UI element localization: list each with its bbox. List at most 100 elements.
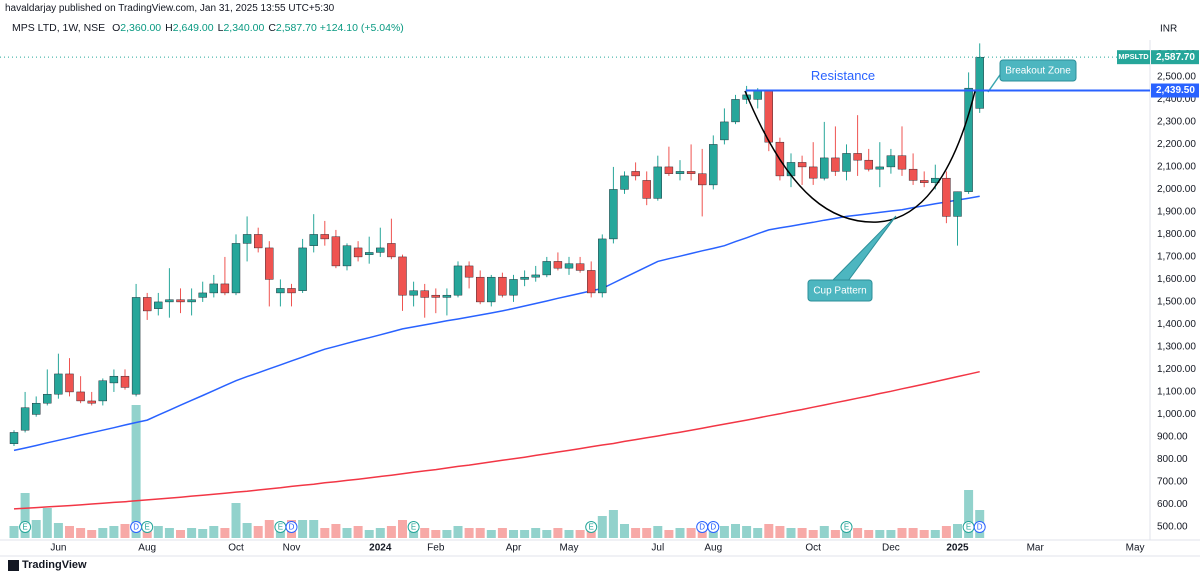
- y-tick-label: 2,000.00: [1157, 184, 1196, 195]
- event-marker: [130, 521, 143, 533]
- volume-bar: [164, 528, 174, 538]
- callout-box: [999, 59, 1077, 82]
- y-tick-label: 2,100.00: [1157, 162, 1196, 173]
- candle-body: [376, 247, 385, 253]
- candle-body: [331, 236, 341, 267]
- change: +124.10 (+5.04%): [319, 22, 404, 34]
- candle-body: [842, 153, 851, 172]
- candle-body: [809, 166, 818, 179]
- symbol: MPS LTD, 1W, NSE: [12, 22, 106, 34]
- x-tick-label: Aug: [704, 543, 722, 554]
- volume-bar: [153, 526, 163, 538]
- x-tick-label: Jun: [50, 543, 66, 554]
- candle-body: [387, 243, 396, 258]
- x-tick-label: Feb: [427, 543, 445, 554]
- event-marker: [962, 521, 975, 533]
- event-label: E: [278, 523, 283, 532]
- volume-bar: [753, 528, 763, 538]
- candle-body: [32, 402, 41, 415]
- symbol-badge: MPSLTD: [1118, 52, 1149, 61]
- candle-body: [209, 283, 219, 294]
- y-tick-label: 900.00: [1157, 432, 1188, 443]
- volume-bar: [20, 493, 30, 538]
- candle-body: [309, 234, 318, 246]
- volume-bar: [409, 528, 419, 538]
- y-tick-label: 2,400.00: [1157, 94, 1196, 105]
- candle-body: [342, 245, 352, 267]
- volume-bar: [176, 530, 185, 538]
- volume-bar: [564, 530, 574, 538]
- event-marker: [274, 521, 287, 533]
- volume-bar: [575, 530, 585, 538]
- volume-bar: [686, 528, 696, 538]
- volume-bar: [586, 528, 596, 538]
- candle-body: [964, 87, 973, 192]
- event-marker: [19, 521, 32, 533]
- volume-bar: [120, 524, 130, 538]
- candle-body: [942, 177, 951, 217]
- candle-body: [431, 294, 440, 298]
- y-tick-label: 2,600.00: [1157, 49, 1196, 60]
- volume-bar: [808, 530, 818, 538]
- candle-body: [786, 162, 796, 177]
- volume-bar: [187, 528, 197, 538]
- candle-body: [498, 276, 507, 296]
- event-label: D: [710, 523, 716, 532]
- event-label: E: [22, 523, 27, 532]
- x-tick-label: Oct: [805, 543, 821, 554]
- cup-curve: [744, 90, 976, 223]
- volume-bar: [919, 530, 929, 538]
- volume-bar: [375, 528, 385, 538]
- volume-bar: [464, 528, 474, 538]
- volume-bar: [542, 530, 552, 538]
- x-tick-label: May: [560, 543, 579, 554]
- ohlc-values: O2,360.00 H2,649.00 L2,340.00 C2,587.70: [108, 22, 320, 34]
- resistance-text: Resistance: [811, 68, 875, 83]
- volume-bar: [142, 523, 152, 538]
- x-tick-label: 2025: [946, 543, 969, 554]
- candle-body: [564, 263, 574, 269]
- candle-body: [76, 391, 85, 402]
- volume-bar: [864, 530, 874, 538]
- candle-body: [242, 234, 252, 244]
- event-label: D: [699, 523, 705, 532]
- moving-average-line: [13, 370, 980, 510]
- candle-body: [287, 288, 296, 294]
- callout-pointer: [830, 215, 897, 282]
- y-tick-label: 1,300.00: [1157, 342, 1196, 353]
- y-tick-label: 1,000.00: [1157, 409, 1196, 420]
- y-tick-label: 1,500.00: [1157, 297, 1196, 308]
- event-label: E: [589, 523, 594, 532]
- event-label: D: [977, 523, 983, 532]
- volume-bar: [786, 528, 796, 538]
- candle-body: [320, 234, 329, 240]
- volume-bar: [65, 526, 74, 538]
- volume-bar: [497, 528, 507, 538]
- volume-bar: [653, 526, 663, 538]
- volume-bar: [486, 530, 496, 538]
- volume-bar: [797, 528, 807, 538]
- volume-bar: [642, 528, 652, 538]
- ohlc-value: 2,587.70: [275, 22, 317, 34]
- volume-bar: [764, 524, 774, 538]
- candle-body: [487, 276, 496, 303]
- candle-body: [365, 252, 374, 255]
- volume-bar: [264, 520, 274, 538]
- event-marker: [973, 521, 986, 533]
- candle-body: [920, 180, 929, 183]
- volume-bar: [708, 526, 718, 538]
- ma-layer: [13, 195, 980, 510]
- candle-body: [886, 155, 896, 168]
- candle-body: [198, 292, 207, 298]
- candle-body: [553, 261, 563, 269]
- volume-bar: [509, 530, 518, 538]
- candle-body: [664, 166, 674, 174]
- candle-body: [797, 162, 807, 168]
- volume-bar: [597, 516, 607, 538]
- resistance-price-label-bg: [1151, 83, 1199, 98]
- currency: INR: [1160, 24, 1177, 35]
- candle-body: [476, 276, 485, 303]
- candle-body: [176, 299, 185, 303]
